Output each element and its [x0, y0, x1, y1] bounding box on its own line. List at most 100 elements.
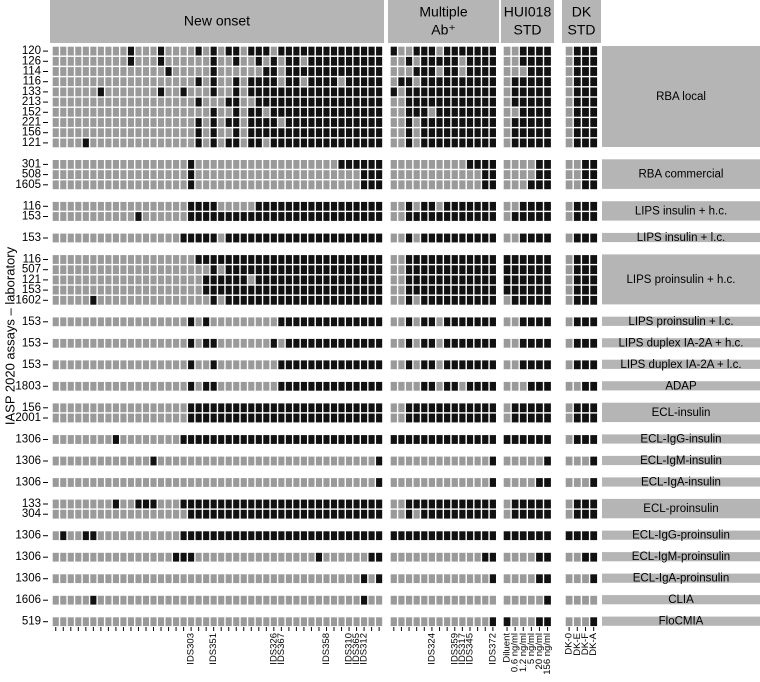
cell	[248, 87, 255, 97]
cell	[285, 265, 292, 275]
cell	[52, 381, 59, 391]
column-label: IDS365	[351, 633, 362, 665]
cell	[225, 233, 232, 243]
cell	[536, 574, 543, 584]
row-label: 121	[22, 137, 41, 149]
cell	[127, 478, 135, 487]
cell	[315, 275, 323, 285]
cell	[300, 403, 307, 413]
cell	[482, 170, 489, 179]
cell	[315, 574, 323, 584]
cell	[157, 531, 165, 541]
cell	[315, 403, 323, 413]
cell	[330, 317, 338, 327]
cell	[173, 285, 180, 295]
cell	[511, 275, 519, 285]
cell	[218, 360, 225, 370]
cell	[135, 317, 142, 327]
cell	[112, 285, 119, 295]
cell	[421, 87, 428, 97]
cell	[582, 595, 589, 605]
cell	[240, 381, 247, 391]
cell	[263, 77, 270, 87]
cell	[173, 456, 180, 466]
cell	[248, 403, 255, 413]
cell	[188, 381, 195, 391]
cell	[97, 509, 104, 519]
cell	[105, 118, 112, 127]
cell	[573, 499, 581, 509]
cell	[315, 295, 323, 305]
cell	[203, 265, 210, 275]
cell	[233, 403, 240, 413]
cell	[240, 255, 247, 264]
cell	[210, 456, 217, 466]
cell	[60, 138, 67, 148]
cell	[127, 233, 135, 243]
cell	[97, 67, 104, 76]
cell	[60, 275, 67, 285]
cell	[536, 67, 543, 76]
cell	[173, 77, 180, 87]
cell	[573, 285, 581, 295]
cell	[330, 381, 338, 391]
cell	[482, 255, 489, 264]
cell	[60, 509, 67, 519]
cell	[97, 413, 104, 423]
cell	[150, 531, 157, 541]
cell	[489, 509, 496, 519]
cell	[300, 413, 307, 423]
cell	[97, 478, 104, 487]
cell	[368, 46, 375, 56]
cell	[582, 212, 589, 221]
cell	[142, 617, 150, 627]
cell	[248, 67, 255, 76]
column-label: 5 ng/ml	[526, 633, 537, 664]
cell	[203, 160, 210, 169]
cell	[405, 180, 413, 190]
cell	[210, 201, 217, 211]
cell	[528, 138, 535, 148]
cell	[376, 552, 383, 562]
cell	[157, 617, 165, 627]
cell	[421, 317, 428, 327]
cell	[218, 499, 225, 509]
cell	[157, 295, 165, 305]
cell	[361, 107, 368, 117]
cell	[210, 478, 217, 487]
cell	[105, 67, 112, 76]
cell	[67, 233, 74, 243]
cell	[428, 46, 436, 56]
cell	[203, 56, 210, 66]
cell	[180, 180, 187, 190]
cell	[300, 170, 307, 179]
cell	[188, 77, 195, 87]
cell	[255, 128, 262, 138]
cell	[180, 478, 187, 487]
cell	[482, 478, 489, 487]
group-label: ECL-IgM-proinsulin	[632, 551, 730, 563]
cell	[157, 435, 165, 444]
cell	[157, 595, 165, 605]
cell	[293, 128, 300, 138]
cell	[519, 413, 527, 423]
cell	[590, 413, 598, 423]
cell	[544, 413, 551, 423]
cell	[75, 617, 82, 627]
cell	[466, 128, 474, 138]
group-label: RBA local	[656, 91, 706, 103]
cell	[536, 97, 543, 107]
cell	[112, 617, 119, 627]
cell	[173, 67, 180, 76]
cell	[180, 67, 187, 76]
cell	[503, 413, 511, 423]
cell	[345, 180, 353, 190]
cell	[503, 170, 511, 179]
panel-title: STD	[514, 22, 542, 38]
cell	[330, 595, 338, 605]
cell	[195, 360, 202, 370]
cell	[255, 107, 262, 117]
cell	[233, 478, 240, 487]
cell	[157, 118, 165, 127]
